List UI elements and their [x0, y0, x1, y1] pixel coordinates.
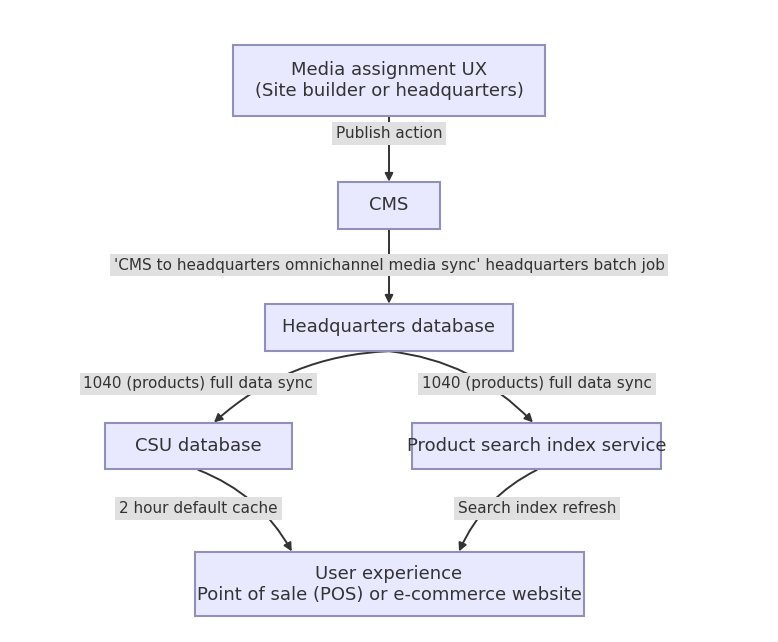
Text: User experience
Point of sale (POS) or e-commerce website: User experience Point of sale (POS) or e… [197, 565, 581, 603]
Text: Search index refresh: Search index refresh [457, 501, 616, 516]
FancyBboxPatch shape [412, 423, 661, 469]
FancyBboxPatch shape [233, 45, 545, 116]
Text: 1040 (products) full data sync: 1040 (products) full data sync [83, 376, 314, 392]
Text: 1040 (products) full data sync: 1040 (products) full data sync [422, 376, 652, 392]
Text: 'CMS to headquarters omnichannel media sync' headquarters batch job: 'CMS to headquarters omnichannel media s… [114, 257, 664, 273]
Text: Product search index service: Product search index service [407, 437, 667, 455]
Text: 2 hour default cache: 2 hour default cache [119, 501, 278, 516]
Text: Publish action: Publish action [336, 126, 442, 141]
Text: CMS: CMS [370, 196, 408, 214]
Text: Media assignment UX
(Site builder or headquarters): Media assignment UX (Site builder or hea… [254, 61, 524, 100]
Text: CSU database: CSU database [135, 437, 261, 455]
FancyBboxPatch shape [265, 304, 513, 351]
FancyBboxPatch shape [338, 182, 440, 229]
Text: Headquarters database: Headquarters database [282, 318, 496, 336]
FancyBboxPatch shape [105, 423, 292, 469]
FancyBboxPatch shape [194, 552, 584, 616]
